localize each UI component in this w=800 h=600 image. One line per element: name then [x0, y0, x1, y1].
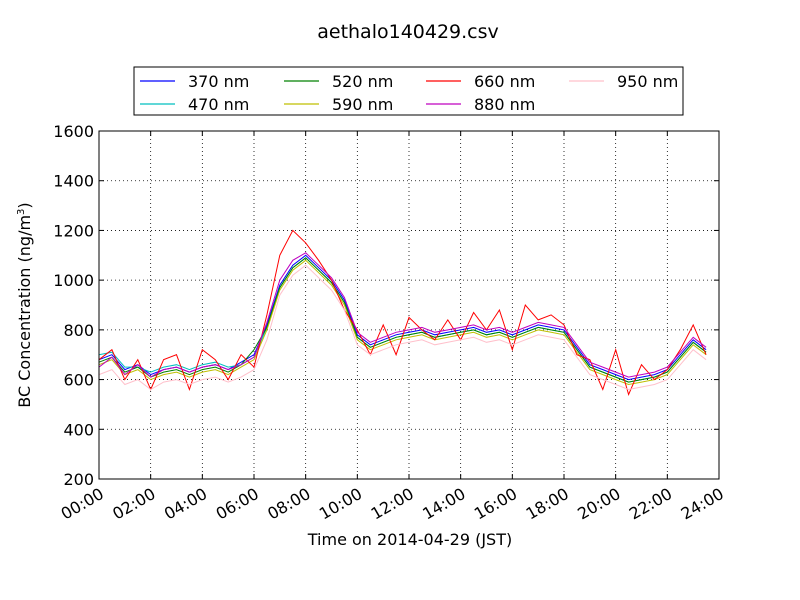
x-tick-label: 04:00	[161, 484, 210, 524]
chart-title: aethalo140429.csv	[317, 21, 499, 43]
x-tick-label: 14:00	[419, 484, 468, 524]
y-tick-label: 400	[63, 420, 94, 439]
series-line-950-nm	[98, 264, 707, 391]
series-line-590-nm	[98, 259, 707, 386]
y-tick-label: 1400	[53, 172, 94, 191]
x-tick-label: 22:00	[626, 484, 675, 524]
y-tick-label: 1600	[53, 122, 94, 141]
x-tick-label: 16:00	[471, 484, 520, 524]
legend-label: 950 nm	[617, 72, 678, 91]
axis-ticks	[98, 130, 720, 480]
x-tick-label: 24:00	[678, 484, 727, 524]
y-axis-label: BC Concentration (ng/m3)	[15, 202, 34, 407]
legend-label: 590 nm	[332, 95, 393, 114]
x-tick-label: 20:00	[574, 484, 623, 524]
legend-frame	[133, 66, 684, 116]
y-tick-label: 1000	[53, 271, 94, 290]
y-axis-label-main: BC Concentration (ng/m	[15, 215, 34, 408]
x-axis-label: Time on 2014-04-29 (JST)	[307, 530, 512, 549]
y-axis-tick-labels: 200 400 600 800 1000 1200 1400 1600	[53, 122, 94, 489]
y-tick-label: 1200	[53, 221, 94, 240]
y-axis-label-sup: 3	[16, 209, 27, 215]
x-tick-label: 10:00	[316, 484, 365, 524]
x-tick-label: 08:00	[264, 484, 313, 524]
x-tick-label: 12:00	[368, 484, 417, 524]
series-layer	[98, 229, 707, 396]
x-tick-label: 00:00	[58, 484, 107, 524]
y-tick-label: 600	[63, 371, 94, 390]
legend-label: 660 nm	[474, 72, 535, 91]
y-tick-label: 200	[63, 470, 94, 489]
legend-label: 470 nm	[188, 95, 249, 114]
legend-label: 880 nm	[474, 95, 535, 114]
series-line-660-nm	[98, 229, 707, 396]
series-line-880-nm	[98, 252, 707, 378]
y-axis-label-close: )	[15, 202, 34, 208]
chart-legend: 370 nm 470 nm 520 nm 590 nm 660 nm 880 nm 950 …	[133, 66, 684, 116]
x-tick-label: 02:00	[109, 484, 158, 524]
y-tick-label: 800	[63, 321, 94, 340]
legend-label: 520 nm	[332, 72, 393, 91]
plot-background	[99, 131, 719, 479]
x-tick-label: 06:00	[213, 484, 262, 524]
legend-label: 370 nm	[188, 72, 249, 91]
x-tick-label: 18:00	[523, 484, 572, 524]
x-axis-tick-labels: 00:00 02:00 04:00 06:00 08:00 10:00 12:00 14:00…	[58, 484, 727, 524]
